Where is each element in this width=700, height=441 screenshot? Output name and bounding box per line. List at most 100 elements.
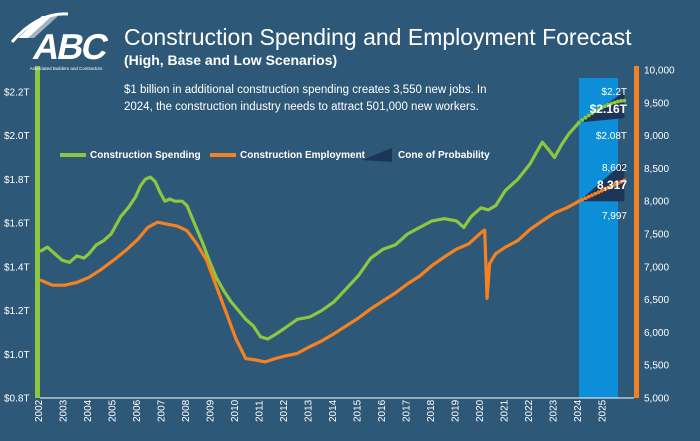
forecast-point-employment [577, 199, 581, 204]
x-tick-label: 2006 [132, 399, 143, 422]
x-tick-label: 2013 [304, 399, 315, 422]
forecast-point-spending [593, 109, 598, 114]
forecast-label-spending-base: $2.16T [590, 102, 628, 116]
forecast-point-spending [622, 98, 627, 103]
y-right-tick-label: 5,000 [644, 394, 669, 405]
y-right-tick-label: 10,000 [644, 66, 675, 77]
series-line-spending [39, 121, 581, 341]
left-axis-bar [35, 66, 40, 398]
x-tick-label: 2014 [328, 399, 339, 422]
forecast-point-spending [606, 102, 611, 107]
forecast-point-spending [580, 118, 585, 122]
forecast-point-employment [586, 194, 591, 199]
forecast-label-spending-low: $2.08T [596, 131, 627, 142]
y-left-tick-label: $2.0T [4, 131, 30, 142]
x-tick-label: 2005 [108, 399, 119, 422]
logo-tagline: Associated Builders and Contractors [29, 66, 103, 71]
forecast-point-spending [612, 100, 617, 105]
x-tick-label: 2012 [279, 399, 290, 422]
y-right-tick-label: 7,500 [644, 230, 669, 241]
forecast-point-employment [580, 197, 585, 202]
x-tick-label: 2021 [500, 399, 511, 422]
page-title: Construction Spending and Employment For… [124, 24, 632, 50]
forecast-point-employment [596, 190, 601, 195]
forecast-point-employment [603, 187, 607, 192]
legend-swatch-spending [60, 153, 86, 157]
forecast-point-spending [615, 99, 620, 104]
abc-logo: ABC Associated Builders and Contractors [8, 8, 112, 78]
y-left-tick-label: $1.0T [4, 350, 30, 361]
forecast-point-employment [609, 184, 614, 189]
x-tick-label: 2019 [451, 399, 462, 422]
forecast-point-spending [583, 115, 588, 120]
forecast-point-employment [615, 181, 620, 186]
logo-text: ABC [29, 26, 111, 67]
forecast-point-spending [599, 105, 604, 110]
chart-note: $1 billion in additional construction sp… [124, 84, 487, 113]
logo-mark-icon [10, 12, 69, 43]
y-right-tick-label: 8,000 [644, 197, 669, 208]
x-tick-label: 2004 [83, 399, 94, 422]
forecast-point-spending [596, 107, 601, 112]
x-tick-label: 2008 [181, 399, 192, 422]
forecast-label-spending-high: $2.2T [601, 87, 627, 98]
forecast-point-spending [609, 101, 614, 106]
y-right-tick-label: 5,500 [644, 361, 669, 372]
y-left-tick-label: $0.8T [4, 394, 30, 405]
y-left-tick-label: $1.8T [4, 175, 30, 186]
spending-cone [579, 91, 625, 123]
y-left-tick-label: $1.4T [4, 262, 30, 273]
forecast-label-employment-low: 7,997 [602, 211, 627, 222]
forecast-point-employment [583, 196, 588, 201]
forecast-point-employment [612, 182, 617, 187]
x-tick-label: 2007 [157, 399, 168, 422]
legend-label-spending: Construction Spending [90, 149, 201, 161]
x-tick-label: 2020 [475, 399, 486, 422]
forecast-label-employment-high: 8,602 [602, 163, 627, 174]
y-right-tick-label: 6,000 [644, 328, 669, 339]
forecast-point-spending [590, 111, 594, 116]
forecast-point-spending [577, 120, 581, 125]
x-tick-label: 2011 [255, 400, 266, 422]
x-tick-label: 2010 [230, 399, 241, 422]
forecast-point-employment [619, 179, 623, 184]
legend-label-employment: Construction Employment [240, 149, 366, 161]
forecast-point-spending [586, 113, 591, 118]
x-tick-label: 2002 [34, 399, 45, 422]
forecast-band [579, 78, 618, 398]
x-tick-label: 2016 [377, 399, 388, 422]
forecast-point-employment [622, 178, 627, 183]
x-tick-label: 2023 [549, 399, 560, 422]
y-right-tick-label: 7,000 [644, 262, 669, 273]
forecast-point-employment [593, 191, 598, 196]
series-line-employment [39, 199, 580, 364]
y-right-tick-label: 9,500 [644, 98, 669, 109]
x-tick-label: 2024 [573, 399, 584, 422]
legend-item-employment: Construction Employment [210, 146, 365, 164]
y-right-tick-label: 9,000 [644, 131, 669, 142]
x-tick-label: 2022 [524, 399, 535, 422]
y-left-tick-label: $2.2T [4, 87, 30, 98]
y-left-tick-label: $1.6T [4, 219, 30, 230]
x-tick-label: 2025 [598, 399, 609, 422]
forecast-point-employment [606, 185, 611, 190]
x-tick-label: 2003 [59, 399, 70, 422]
forecast-point-employment [590, 193, 594, 198]
forecast-point-employment [599, 188, 604, 193]
page-subtitle: (High, Base and Low Scenarios) [124, 52, 338, 68]
forecast-point-spending [603, 104, 607, 109]
legend-item-cone: Cone of Probability [360, 146, 490, 164]
y-right-tick-label: 8,500 [644, 164, 669, 175]
legend-label-cone: Cone of Probability [398, 149, 490, 161]
forecast-point-spending [619, 99, 623, 103]
x-tick-label: 2018 [426, 399, 437, 422]
x-tick-label: 2009 [206, 399, 217, 422]
x-tick-label: 2015 [353, 399, 364, 422]
y-left-tick-label: $1.2T [4, 306, 30, 317]
y-right-tick-label: 6,500 [644, 295, 669, 306]
right-axis-bar [634, 66, 639, 398]
employment-cone [579, 161, 625, 202]
legend-item-spending: Construction Spending [60, 146, 201, 164]
legend-swatch-employment [210, 153, 236, 157]
